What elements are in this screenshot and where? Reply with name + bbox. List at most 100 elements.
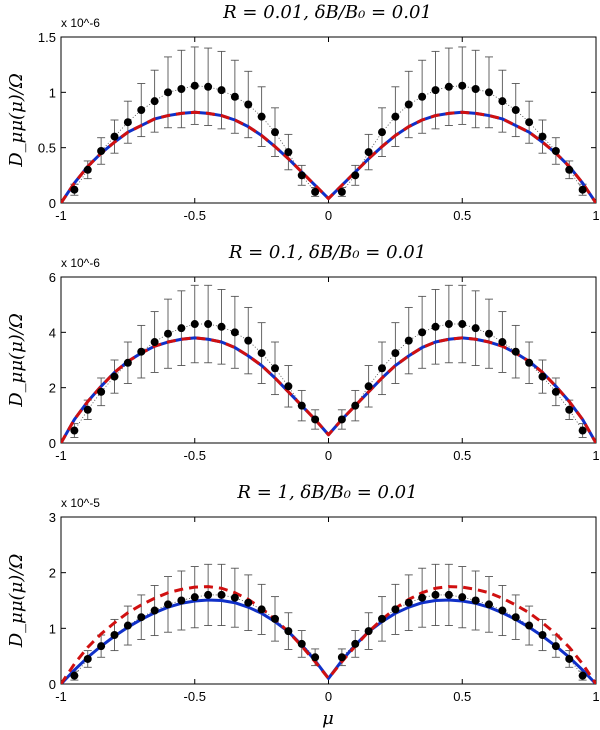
data-point: [110, 132, 119, 141]
data-point: [190, 320, 199, 329]
data-point: [351, 171, 360, 180]
y-tick-label: 1: [49, 85, 56, 100]
data-point: [498, 97, 507, 106]
data-point: [418, 593, 427, 602]
data-point: [311, 653, 320, 662]
data-point: [257, 349, 266, 358]
data-point: [284, 148, 293, 157]
model-dashed-line: [61, 110, 596, 203]
data-point: [471, 85, 480, 94]
data-point: [538, 372, 547, 381]
data-point: [70, 185, 79, 194]
data-point: [244, 336, 253, 345]
data-point: [137, 347, 146, 356]
data-point: [378, 614, 386, 623]
data-point: [164, 329, 172, 338]
y-tick-label: 2: [49, 381, 56, 396]
data-point: [271, 364, 279, 373]
data-point: [511, 613, 520, 622]
data-point: [110, 631, 119, 640]
data-point: [110, 372, 119, 381]
model-dashed-line: [61, 336, 596, 443]
x-tick-label: 0: [325, 208, 332, 223]
x-tick-label: 0.5: [453, 448, 471, 463]
data-point: [230, 92, 239, 101]
y-tick-label: 3: [49, 510, 56, 525]
data-point: [431, 322, 440, 331]
y-tick-label: 0: [49, 196, 56, 211]
data-point: [525, 118, 534, 127]
x-tick-label: -1: [55, 448, 67, 463]
data-point: [498, 338, 507, 347]
data-point: [83, 165, 92, 174]
data-point: [525, 358, 534, 367]
data-point: [284, 382, 293, 391]
data-point: [257, 112, 266, 121]
data-point: [83, 405, 92, 414]
data-point: [364, 382, 373, 391]
data-point: [150, 338, 159, 347]
data-point: [164, 88, 172, 97]
x-tick-label: -1: [55, 689, 67, 704]
data-point: [538, 631, 547, 640]
data-point: [351, 401, 360, 410]
model-dashed-line: [61, 585, 596, 684]
data-point: [471, 324, 480, 333]
data-point: [404, 598, 413, 607]
data-point: [444, 590, 453, 599]
data-point: [351, 639, 360, 648]
data-point: [431, 86, 440, 95]
data-point: [284, 627, 293, 636]
data-point: [551, 146, 560, 155]
data-point: [511, 106, 520, 115]
data-point: [337, 415, 346, 424]
data-point: [190, 81, 199, 90]
data-point: [525, 621, 534, 630]
data-point: [511, 347, 520, 356]
data-point: [404, 100, 413, 109]
data-point: [378, 128, 386, 137]
data-point: [458, 320, 467, 329]
data-point: [217, 322, 226, 331]
data-point: [485, 329, 493, 338]
y-tick-label: 2: [49, 566, 56, 581]
chart-title: R = 0.1, δB/B₀ = 0.01: [228, 242, 426, 263]
data-point: [230, 328, 239, 337]
data-point: [137, 106, 146, 115]
x-tick-label: 0: [325, 689, 332, 704]
y-tick-label: 0: [49, 677, 56, 692]
plot-area: [61, 284, 596, 443]
y-tick-label: 4: [49, 325, 56, 340]
data-point: [70, 671, 79, 680]
data-point: [123, 621, 132, 630]
data-point: [391, 349, 400, 358]
data-point: [150, 606, 159, 615]
data-point: [271, 614, 279, 623]
data-point: [364, 148, 373, 157]
x-tick-label: 1: [592, 208, 599, 223]
data-point: [565, 165, 574, 174]
y-exponent-label: x 10^-6: [61, 16, 100, 30]
data-point: [418, 328, 427, 337]
data-point: [271, 128, 279, 137]
data-point: [177, 324, 186, 333]
data-point: [565, 654, 574, 663]
model-solid-line: [61, 598, 596, 684]
data-point: [311, 187, 320, 196]
data-point: [204, 320, 213, 329]
data-point: [150, 97, 159, 106]
data-point: [97, 642, 106, 651]
chart-panel-3: R = 1, δB/B₀ = 0.01 D_μμ(μ)/Ω x 10^-5 -1 -0.…: [6, 482, 600, 704]
data-point: [83, 654, 92, 663]
data-point: [244, 100, 253, 109]
data-point: [257, 605, 266, 614]
data-point: [551, 387, 560, 396]
data-point: [297, 171, 306, 180]
data-point: [337, 653, 346, 662]
data-point: [204, 590, 213, 599]
data-point: [444, 82, 453, 91]
data-point: [97, 387, 106, 396]
y-axis-label: D_μμ(μ)/Ω: [6, 73, 27, 168]
data-point: [177, 85, 186, 94]
data-point: [230, 593, 239, 602]
